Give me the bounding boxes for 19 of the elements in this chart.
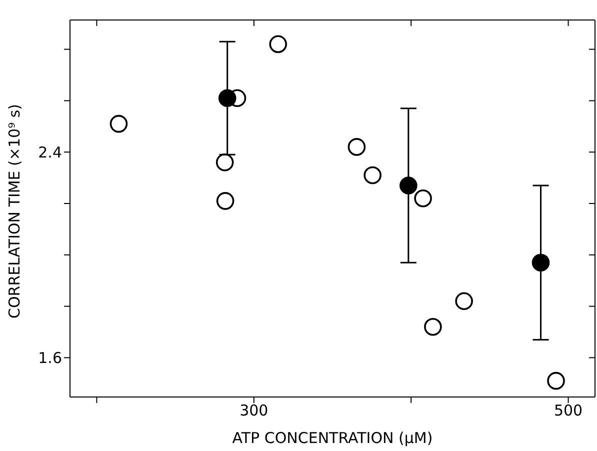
- y-axis-title: CORRELATION TIME (×10⁹ s): [5, 104, 24, 318]
- x-tick-label: 500: [554, 402, 583, 420]
- x-axis-title: ATP CONCENTRATION (µM): [232, 429, 433, 447]
- point: [414, 189, 432, 208]
- x-tick-label: 300: [240, 402, 268, 420]
- point: [269, 35, 288, 54]
- point: [216, 153, 234, 172]
- y-tick-label: 1.6: [38, 349, 62, 368]
- point: [424, 318, 442, 336]
- point: [216, 192, 234, 210]
- point: [348, 138, 366, 156]
- point: [547, 372, 565, 390]
- point: [455, 292, 473, 310]
- point: [532, 254, 550, 272]
- point: [364, 166, 382, 184]
- point: [218, 89, 236, 108]
- point: [110, 114, 128, 133]
- point: [400, 176, 418, 194]
- y-tick-label: 2.4: [38, 143, 62, 162]
